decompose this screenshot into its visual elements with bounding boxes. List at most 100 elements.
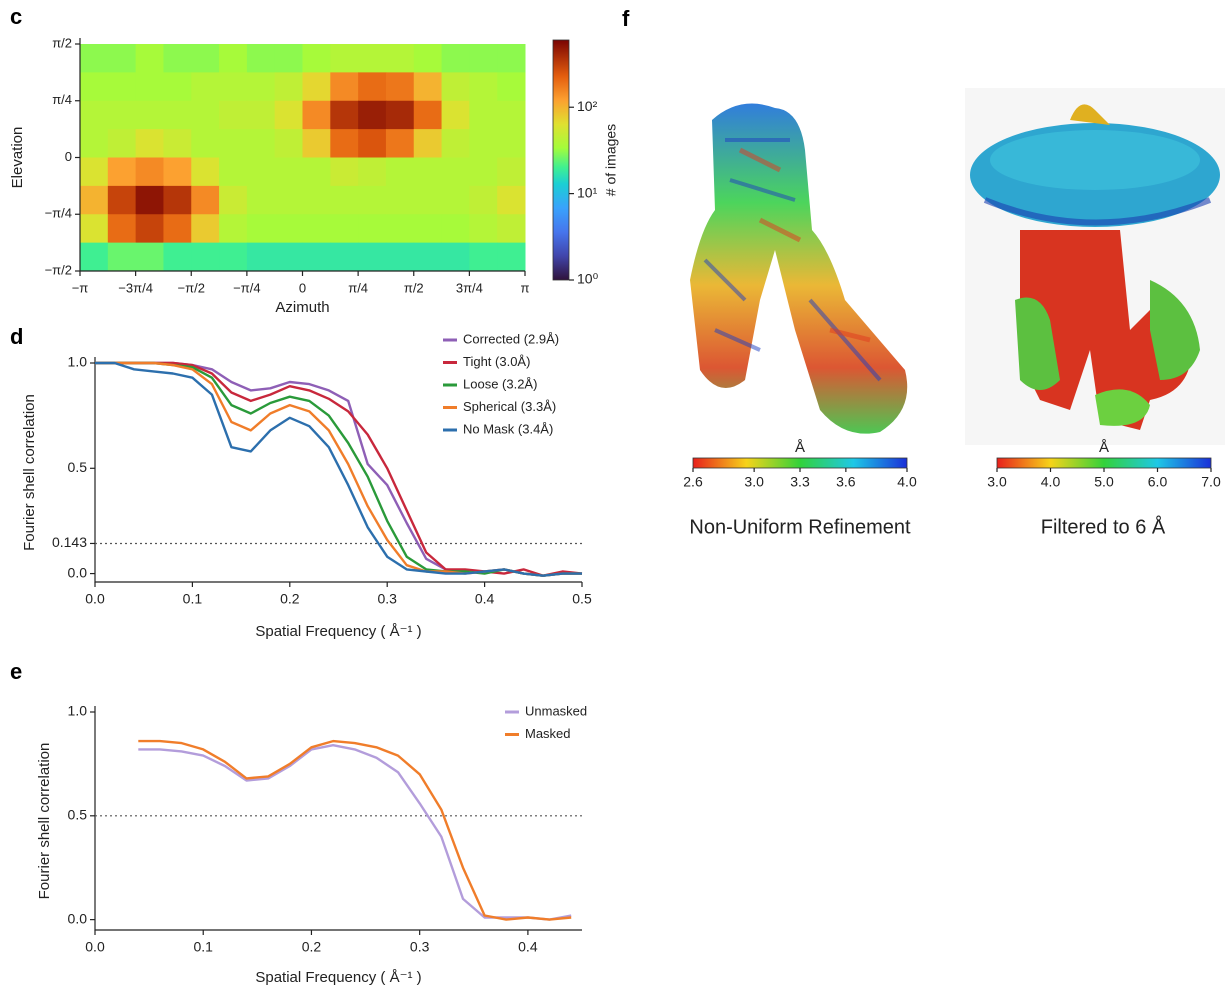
fsc-line bbox=[95, 361, 583, 577]
colorbar-title: Å bbox=[1099, 439, 1109, 456]
heatmap-cell bbox=[441, 242, 470, 272]
x-tick-label: 0.3 bbox=[377, 591, 397, 607]
heatmap-cell bbox=[413, 100, 443, 130]
colorbar-tick-label: 6.0 bbox=[1148, 474, 1168, 490]
heatmap-cell bbox=[246, 72, 276, 102]
heatmap-cell bbox=[330, 185, 359, 215]
heatmap-cell bbox=[80, 100, 109, 130]
heatmap-cell bbox=[135, 44, 164, 73]
legend-label: Masked bbox=[525, 726, 571, 741]
y-tick-label: 1.0 bbox=[68, 354, 88, 370]
heatmap-cell bbox=[80, 72, 109, 102]
heatmap-cell bbox=[302, 242, 331, 272]
map-caption: Filtered to 6 Å bbox=[1041, 515, 1166, 538]
heatmap-cell bbox=[413, 72, 443, 102]
heatmap-cell bbox=[163, 100, 192, 130]
heatmap-cell bbox=[469, 157, 498, 187]
y-tick-label: π/2 bbox=[52, 35, 72, 50]
heatmap-cell bbox=[191, 214, 220, 244]
x-axis-label: Spatial Frequency ( Å⁻¹ ) bbox=[255, 623, 421, 640]
heatmap-cell bbox=[385, 44, 415, 73]
map-render-left bbox=[690, 103, 908, 434]
heatmap-cell bbox=[80, 129, 109, 158]
y-tick-label: 0.5 bbox=[68, 459, 88, 475]
y-tick-label: 0.0 bbox=[68, 910, 88, 926]
heatmap-cell bbox=[191, 157, 220, 187]
heatmap-cell bbox=[413, 185, 443, 215]
heatmap-cell bbox=[135, 185, 164, 215]
heatmap-cell bbox=[413, 44, 443, 73]
heatmap-cell bbox=[219, 214, 248, 244]
heatmap-cell bbox=[219, 242, 248, 272]
legend-label: Spherical (3.3Å) bbox=[463, 399, 556, 414]
heatmap-cell bbox=[219, 44, 248, 73]
heatmap-cell bbox=[441, 214, 470, 244]
x-tick-label: −π/2 bbox=[178, 280, 205, 295]
heatmap-cell bbox=[219, 129, 248, 158]
heatmap-cell bbox=[135, 129, 164, 158]
x-tick-label: 0.1 bbox=[193, 939, 213, 955]
y-tick-label: −π/4 bbox=[45, 206, 72, 221]
heatmap-cell bbox=[107, 214, 137, 244]
heatmap-cell bbox=[246, 185, 276, 215]
heatmap-cell bbox=[80, 185, 109, 215]
colorbar-tick-label: 7.0 bbox=[1201, 474, 1221, 490]
colorbar-tick-label: 4.0 bbox=[897, 474, 917, 490]
y-axis-label: Fourier shell correlation bbox=[21, 394, 38, 551]
colorbar bbox=[996, 457, 1212, 469]
x-tick-label: 0.2 bbox=[302, 939, 322, 955]
heatmap-cell bbox=[497, 242, 526, 272]
heatmap-cell bbox=[330, 100, 359, 130]
legend-label: Unmasked bbox=[525, 703, 587, 718]
heatmap-cell bbox=[163, 214, 192, 244]
heatmap-cell bbox=[107, 44, 137, 73]
heatmap-cell bbox=[274, 157, 303, 187]
heatmap-cell bbox=[469, 129, 498, 158]
heatmap-cell bbox=[191, 44, 220, 73]
panel-label: d bbox=[10, 324, 23, 349]
y-tick-label: 0.5 bbox=[68, 807, 88, 823]
heatmap-cell bbox=[302, 129, 331, 158]
fsc-line bbox=[138, 739, 572, 921]
y-tick-label: 0 bbox=[65, 149, 72, 164]
colorbar-tick-label: 3.0 bbox=[987, 474, 1007, 490]
y-axis-label: Fourier shell correlation bbox=[36, 743, 53, 900]
heatmap-cell bbox=[413, 242, 443, 272]
legend-label: No Mask (3.4Å) bbox=[463, 421, 553, 436]
heatmap-cell bbox=[441, 44, 470, 73]
heatmap-cell bbox=[302, 44, 331, 73]
colorbar-tick-label: 3.6 bbox=[836, 474, 856, 490]
heatmap-cell bbox=[163, 129, 192, 158]
heatmap-cell bbox=[330, 157, 359, 187]
heatmap-cell bbox=[274, 44, 303, 73]
legend-label: Tight (3.0Å) bbox=[463, 354, 530, 369]
colorbar-tick-label: 10² bbox=[577, 98, 598, 114]
heatmap-cell bbox=[80, 44, 109, 73]
heatmap-cell bbox=[163, 44, 192, 73]
heatmap-cell bbox=[274, 129, 303, 158]
fsc-line bbox=[138, 744, 572, 921]
heatmap-cell bbox=[135, 214, 164, 244]
heatmap-cell bbox=[246, 44, 276, 73]
heatmap-cell bbox=[107, 129, 137, 158]
x-axis-label: Azimuth bbox=[275, 299, 329, 316]
heatmap-cell bbox=[385, 242, 415, 272]
heatmap-cell bbox=[274, 214, 303, 244]
heatmap-cell bbox=[469, 72, 498, 102]
heatmap-cell bbox=[107, 100, 137, 130]
legend-label: Corrected (2.9Å) bbox=[463, 331, 559, 346]
heatmap-cell bbox=[107, 185, 137, 215]
heatmap-cell bbox=[219, 185, 248, 215]
heatmap-cell bbox=[413, 214, 443, 244]
heatmap-cell bbox=[191, 72, 220, 102]
heatmap-cell bbox=[302, 214, 331, 244]
heatmap-cell bbox=[358, 100, 387, 130]
heatmap-cell bbox=[219, 72, 248, 102]
x-tick-label: 0 bbox=[299, 280, 306, 295]
y-tick-label: π/4 bbox=[52, 92, 72, 107]
map-render-right bbox=[965, 88, 1225, 445]
heatmap-cell bbox=[163, 72, 192, 102]
heatmap-cell bbox=[497, 157, 526, 187]
heatmap-cell bbox=[80, 157, 109, 187]
